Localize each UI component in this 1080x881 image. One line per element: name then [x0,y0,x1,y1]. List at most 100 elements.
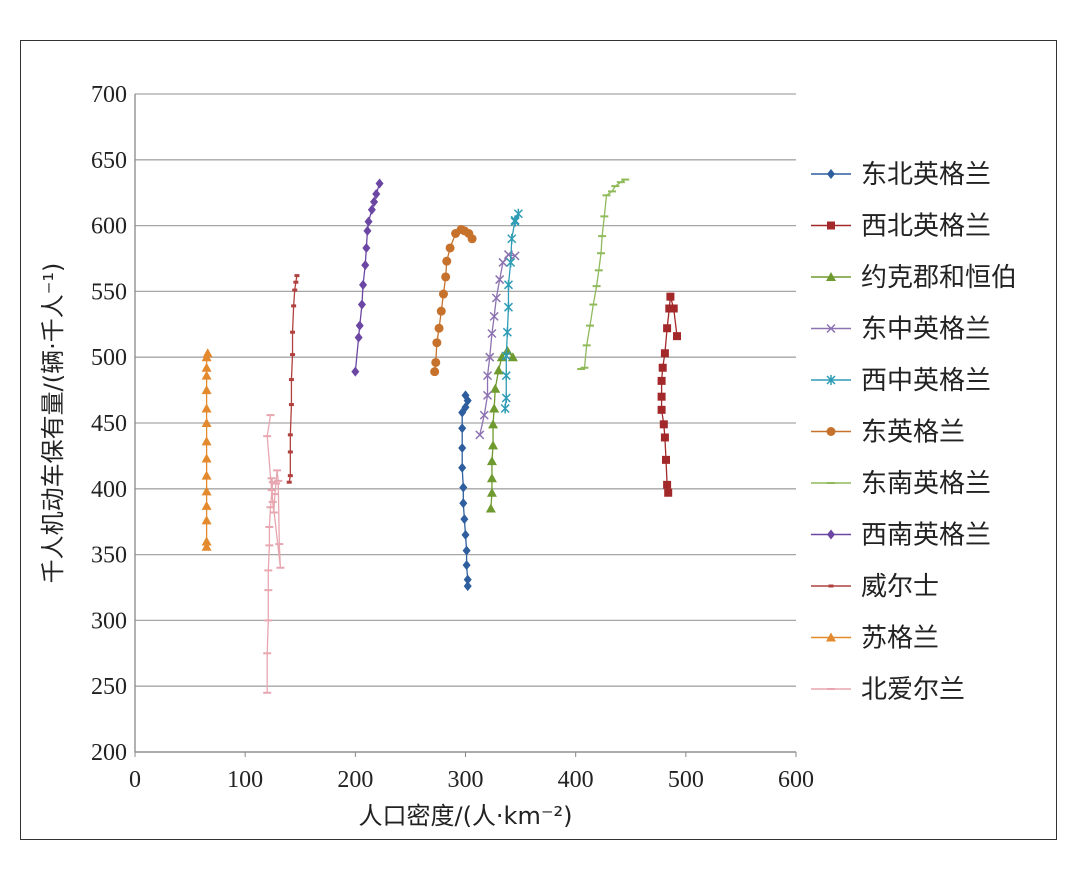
data-point [463,574,472,585]
data-point [501,370,511,381]
data-point [291,304,297,308]
series-6 [430,225,477,377]
x-tick-label: 200 [337,767,373,793]
data-point [462,545,471,556]
legend-marker [826,632,836,642]
data-point [201,500,212,510]
data-point [462,560,471,571]
data-point [488,440,499,450]
legend-marker [827,221,835,230]
data-point [286,480,292,484]
legend-marker [828,584,834,588]
legend-item: 威尔士 [811,572,939,602]
data-point [506,257,516,268]
legend-label: 苏格兰 [861,624,939,654]
legend-label: 北爱尔兰 [861,675,965,705]
legend-label: 西北英格兰 [861,212,991,242]
data-point [507,233,517,244]
series-10 [201,348,213,551]
data-point [201,536,212,546]
data-point [441,272,451,282]
data-point [496,352,507,362]
data-point [657,392,666,401]
data-point [201,436,212,446]
data-point [475,430,485,440]
data-point [287,450,293,454]
data-point [657,405,666,414]
legend-marker [826,323,836,334]
legend-marker [827,529,835,540]
series-7 [577,178,630,371]
data-point [490,383,501,393]
legend-item: 东中英格兰 [811,315,991,345]
data-point [501,350,511,361]
data-point [489,403,500,413]
chart: 200 250 300 350 400 450 500 550 600 650 700 0 100 200… [39,82,1017,830]
data-point [201,403,212,413]
legend-item: 西南英格兰 [811,521,991,551]
data-point [292,288,298,292]
data-point [486,487,497,497]
data-point [498,257,508,267]
legend-item: 北爱尔兰 [811,675,965,705]
x-tick-label: 100 [227,767,263,793]
data-point [361,260,370,271]
data-point [669,304,678,313]
legend-item: 东南英格兰 [811,469,991,499]
data-point [201,541,212,551]
legend-label: 西南英格兰 [861,521,991,551]
y-tick-label: 650 [91,148,127,174]
data-point [201,486,212,496]
grid [135,93,796,753]
data-point [431,357,441,367]
series-4 [475,250,520,440]
data-point [458,423,467,434]
series-1 [458,390,472,592]
data-point [467,234,477,244]
data-point [432,338,442,348]
legend-label: 约克郡和恒伯 [861,263,1017,293]
legend-item: 东英格兰 [811,418,965,448]
data-point [372,189,381,200]
series-line [354,183,381,372]
data-point [201,385,212,395]
data-point [442,256,452,266]
data-point [290,353,296,357]
data-point [663,480,672,489]
data-point [357,299,366,310]
data-point [430,367,440,377]
data-point [502,327,512,338]
y-tick-label: 300 [91,608,127,634]
legend-label: 西中英格兰 [861,366,991,396]
data-point [290,330,296,334]
data-point [458,462,467,473]
data-point [363,225,372,236]
data-point [459,482,468,493]
data-point [201,370,212,380]
data-point [500,403,510,414]
data-point [434,323,444,333]
y-tick-label: 200 [91,740,127,766]
x-tick-label: 600 [778,767,814,793]
data-point [288,403,294,407]
legend-item: 西北英格兰 [811,212,991,242]
data-point [375,178,384,189]
data-point [479,410,489,420]
x-tick-label: 300 [448,767,484,793]
legend-marker [827,169,835,179]
legend-marker [826,272,836,281]
data-point [486,473,497,483]
data-point [513,208,523,219]
x-tick-label: 500 [668,767,704,793]
data-point [665,304,674,313]
y-tick-label: 600 [91,214,127,240]
series-11 [263,414,285,694]
data-point [486,456,497,466]
data-point [294,274,300,278]
data-point [202,348,213,358]
x-tick-label: 0 [129,767,141,793]
series-2 [657,292,682,497]
data-point [355,320,364,331]
data-point [458,443,467,454]
data-point [436,306,446,316]
